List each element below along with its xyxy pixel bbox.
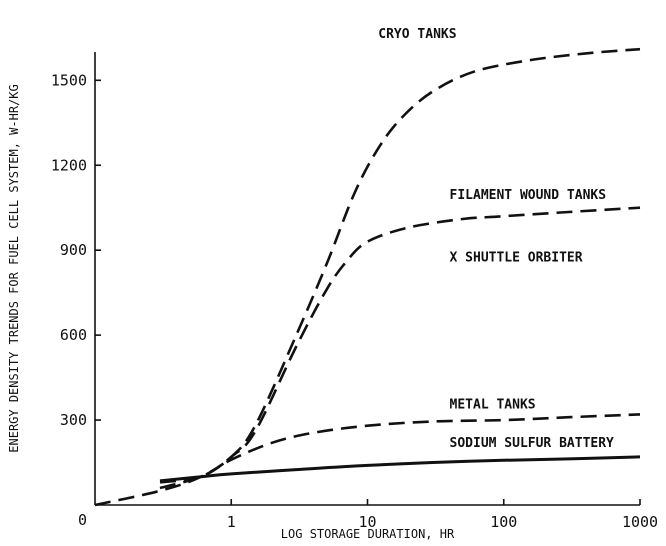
series-label-metal-tanks: METAL TANKS (450, 398, 536, 413)
x-axis-title: LOG STORAGE DURATION, HR (281, 527, 455, 541)
series-label-sodium-sulfur-battery: SODIUM SULFUR BATTERY (450, 436, 615, 451)
series-label-cryo-tanks: CRYO TANKS (378, 27, 456, 42)
x-tick-label: 1000 (622, 513, 658, 531)
label-layer: CRYO TANKS FILAMENT WOUND TANKS METAL TANK… (378, 27, 614, 451)
series-label-filament-wound-tanks: FILAMENT WOUND TANKS (450, 188, 607, 203)
y-tick-label: 900 (60, 241, 87, 259)
series-line-filament-wound-tanks (159, 206, 641, 484)
shuttle-orbiter-marker: X SHUTTLE ORBITER (450, 251, 583, 266)
y-tick-label: 300 (60, 411, 87, 429)
series-layer (94, 47, 641, 507)
series-line-metal-tanks (159, 413, 641, 490)
x-tick-label: 100 (490, 513, 517, 531)
y-tick-label: 600 (60, 326, 87, 344)
x-tick-label: 1 (227, 513, 236, 531)
series-line-sodium-sulfur-battery (159, 455, 641, 483)
axes: 300 600 900 1200 1500 1 10 100 1000 0 LOG STORAGE … (7, 52, 658, 541)
x-tick-label: 10 (358, 513, 376, 531)
y-tick-label: 1500 (51, 71, 87, 89)
y-axis-title: ENERGY DENSITY TRENDS FOR FUEL CELL SYST… (7, 84, 21, 452)
x-origin-label: 0 (78, 511, 87, 529)
y-tick-label: 1200 (51, 156, 87, 174)
